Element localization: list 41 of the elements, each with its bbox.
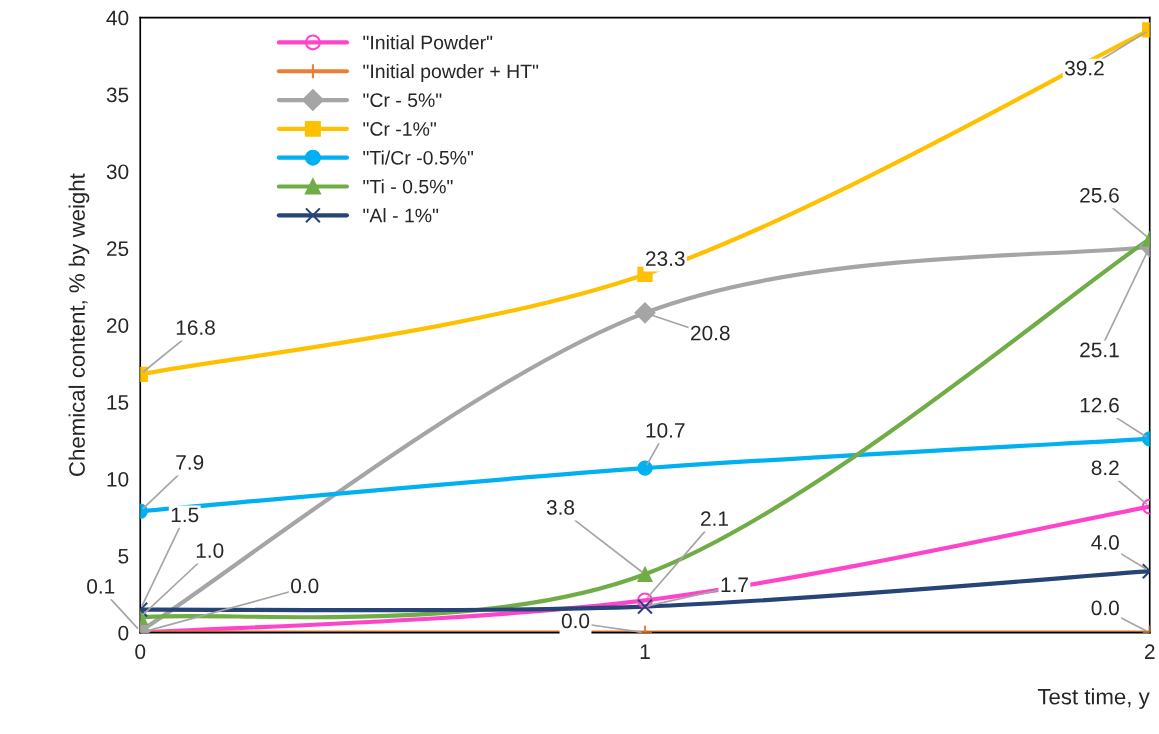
y-tick-label: 10 — [107, 471, 129, 487]
data-label: 0.0 — [561, 613, 590, 629]
data-label: 1.0 — [196, 543, 224, 558]
data-label: 23.3 — [646, 251, 685, 267]
x-axis-title: Test time, y — [1037, 688, 1150, 709]
data-label: 1.5 — [171, 507, 199, 523]
y-tick-label: 30 — [106, 164, 129, 180]
data-label: 3.8 — [546, 500, 575, 515]
y-tick-label: 20 — [107, 318, 129, 333]
data-label: 0.1 — [87, 579, 115, 594]
y-tick-label: 40 — [106, 10, 129, 26]
data-label: 8.2 — [1091, 460, 1119, 476]
data-label: 2.1 — [701, 511, 728, 526]
data-label: 0.0 — [291, 578, 319, 594]
legend-label: "Ti/Cr -0.5%" — [363, 150, 474, 165]
data-label: 0.0 — [1091, 600, 1119, 616]
legend-label: "Initial powder + HT" — [363, 63, 539, 83]
y-tick-label: 0 — [118, 625, 129, 641]
legend-label: "Cr -1%" — [363, 122, 436, 136]
y-tick-label: 5 — [118, 549, 129, 564]
data-label: 4.0 — [1091, 535, 1119, 550]
x-tick-label: 1 — [640, 644, 650, 659]
data-label: 20.8 — [691, 325, 730, 341]
data-label: 16.8 — [176, 320, 215, 335]
legend-label: "Initial Powder" — [363, 35, 493, 50]
legend-label: "Ti - 0.5%" — [363, 179, 453, 194]
data-label: 7.9 — [176, 455, 204, 470]
y-axis-title: Chemical content, % by weight — [68, 173, 90, 476]
data-label: 12.6 — [1080, 397, 1119, 413]
y-tick-label: 15 — [107, 395, 129, 410]
legend-label: "Cr - 5%" — [363, 93, 442, 108]
x-tick-label: 0 — [135, 644, 146, 660]
data-label: 25.1 — [1080, 342, 1119, 358]
data-label: 39.2 — [1064, 60, 1104, 76]
x-tick-label: 2 — [1144, 644, 1155, 659]
y-tick-label: 25 — [107, 241, 129, 257]
legend-label: "Al - 1%" — [363, 208, 439, 223]
y-tick-label: 35 — [106, 87, 129, 103]
data-label: 25.6 — [1080, 187, 1119, 203]
data-label: 10.7 — [646, 423, 685, 438]
data-label: 1.7 — [721, 577, 748, 592]
